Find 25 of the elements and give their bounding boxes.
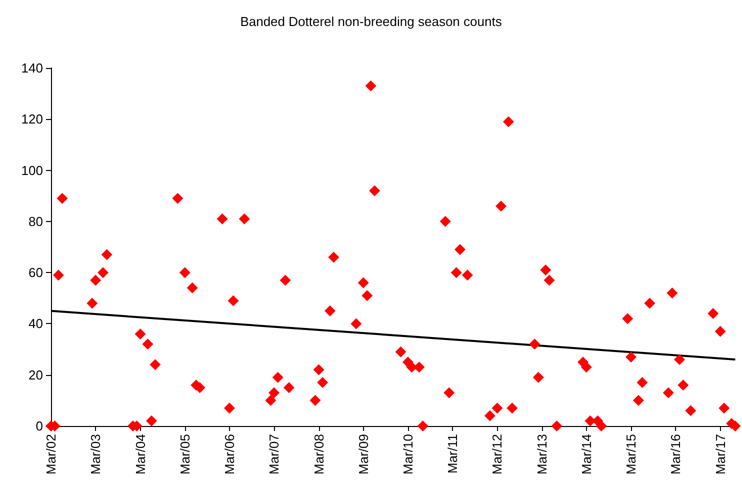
- x-tick-label: Mar/03: [88, 434, 104, 474]
- x-tick-label: Mar/08: [311, 434, 326, 474]
- y-tick-label: 80: [28, 214, 43, 229]
- x-tick-label: Mar/04: [132, 434, 148, 474]
- x-tick-label: Mar/06: [222, 434, 237, 474]
- x-tick-label: Mar/12: [490, 434, 505, 474]
- y-tick-label: 40: [28, 316, 43, 332]
- x-tick-label: Mar/14: [578, 434, 594, 474]
- y-tick-label: 0: [36, 418, 43, 434]
- x-tick-label: Mar/17: [712, 434, 728, 474]
- y-tick-label: 120: [21, 112, 43, 127]
- y-tick-label: 60: [28, 265, 43, 280]
- x-tick-label: Mar/02: [44, 434, 58, 474]
- x-tick-label: Mar/16: [668, 434, 684, 474]
- x-tick-label: Mar/10: [400, 434, 416, 474]
- y-tick-label: 140: [21, 60, 43, 76]
- x-tick-label: Mar/15: [624, 434, 639, 474]
- x-tick-label: Mar/09: [356, 434, 371, 474]
- x-tick-label: Mar/13: [534, 434, 550, 474]
- y-tick-label: 100: [21, 162, 43, 178]
- x-tick-label: Mar/11: [445, 434, 460, 474]
- x-tick-label: Mar/05: [177, 434, 192, 474]
- y-tick-label: 20: [28, 367, 43, 382]
- x-tick-label: Mar/07: [266, 434, 282, 474]
- chart-title: Banded Dotterel non-breeding season counts: [240, 14, 502, 29]
